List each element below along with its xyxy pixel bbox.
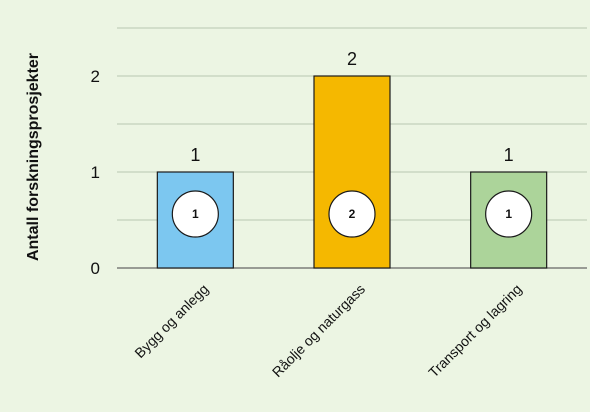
count-circle: [328, 190, 376, 238]
y-tick-label: 0: [91, 259, 100, 278]
category-label: Transport og lagring: [425, 281, 525, 381]
data-label: 1: [190, 145, 200, 165]
bar: [156, 171, 234, 269]
category-labels: Bygg og anlegg Råolje og naturgass Transpo…: [131, 281, 524, 381]
count-circle-label: 2: [349, 207, 356, 221]
count-circle: [171, 190, 219, 238]
count-circle-label: 1: [192, 207, 199, 221]
category-label: Råolje og naturgass: [269, 281, 368, 380]
y-axis-title: Antall forskningsprosjekter: [25, 53, 42, 261]
count-circle: [485, 190, 533, 238]
category-label: Bygg og anlegg: [131, 281, 211, 361]
count-circle-label: 1: [505, 207, 512, 221]
bar: [313, 75, 391, 269]
data-label: 1: [504, 145, 514, 165]
y-tick-label: 1: [91, 163, 100, 182]
y-tick-label: 2: [91, 67, 100, 86]
bars: 1 1 2 2 1 1: [156, 49, 548, 269]
y-tick-labels: 0 1 2: [91, 67, 100, 278]
data-label: 2: [347, 49, 357, 69]
